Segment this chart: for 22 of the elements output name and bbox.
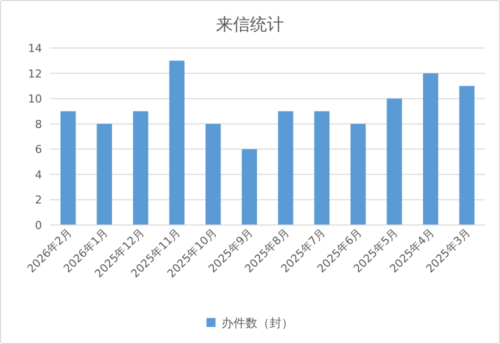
y-tick-label: 0 (35, 219, 42, 232)
y-tick-label: 2 (35, 194, 42, 207)
bar (242, 149, 257, 225)
legend-label: 办件数（封） (222, 316, 294, 330)
bar (386, 98, 402, 225)
bar (169, 60, 184, 225)
chart-title: 来信统计 (216, 15, 284, 35)
bar (314, 111, 330, 225)
y-tick-label: 8 (35, 118, 42, 131)
y-tick-label: 4 (35, 168, 42, 182)
bar (60, 111, 76, 225)
bar (133, 111, 148, 225)
bar (423, 73, 438, 225)
y-tick-label: 10 (28, 92, 42, 106)
bar (206, 124, 221, 225)
y-tick-label: 14 (28, 42, 42, 55)
y-tick-label: 6 (35, 143, 42, 156)
bar (96, 124, 112, 225)
y-tick-label: 12 (28, 67, 42, 80)
bar (350, 124, 366, 225)
bar (459, 86, 474, 225)
bar (278, 111, 294, 225)
